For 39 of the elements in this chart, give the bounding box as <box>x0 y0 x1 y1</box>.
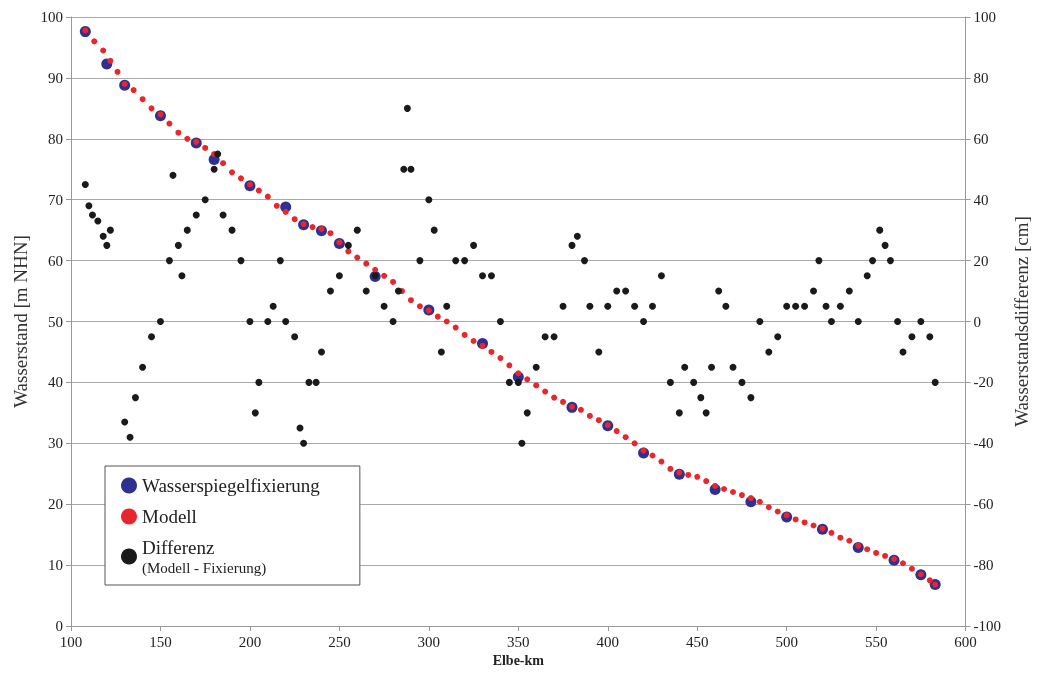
y2-tick-label: 40 <box>973 191 989 208</box>
y-tick-label: 20 <box>48 496 63 513</box>
y-tick-label: 30 <box>48 435 63 452</box>
x-tick-label: 500 <box>775 633 798 650</box>
y-tick-label: 80 <box>48 130 63 147</box>
y2-tick-label: 60 <box>973 130 989 147</box>
x-tick-label: 550 <box>864 633 888 650</box>
x-tick-label: 200 <box>238 633 262 650</box>
legend-label: Differenz (Modell - Fixierung) <box>142 537 267 577</box>
y-tick-label: 90 <box>48 69 63 86</box>
y-tick-label: 70 <box>48 191 63 208</box>
y2-tick-label: -100 <box>973 618 1002 634</box>
y2-tick-label: 0 <box>973 313 982 330</box>
y-tick-label: 100 <box>40 9 63 25</box>
legend-label: Wasserspiegelfixierung <box>142 475 321 496</box>
y2-tick-label: -60 <box>973 496 994 513</box>
y2-tick-label: 80 <box>973 69 989 86</box>
y-axis-title: Wasserstand [m NHN] <box>9 235 31 408</box>
x-tick-label: 400 <box>596 633 620 650</box>
x-tick-label: 300 <box>417 633 441 650</box>
y2-tick-label: 20 <box>973 252 989 269</box>
x-tick-label: 350 <box>507 633 530 650</box>
y-tick-label: 10 <box>48 557 63 574</box>
y2-tick-label: -20 <box>973 374 994 391</box>
y-tick-label: 60 <box>48 252 63 269</box>
x-tick-label: 150 <box>149 633 172 650</box>
y-tick-label: 40 <box>48 374 63 391</box>
y-tick-label: 50 <box>48 313 63 330</box>
legend-label: Modell <box>142 506 197 527</box>
x-tick-label: 600 <box>954 633 977 650</box>
y2-tick-label: -40 <box>973 435 994 452</box>
x-tick-label: 450 <box>685 633 709 650</box>
y2-axis-title: Wasserstandsdifferenz [cm] <box>1011 216 1032 427</box>
y2-tick-label: -80 <box>973 557 994 574</box>
y2-tick-label: 100 <box>973 9 997 25</box>
x-tick-label: 100 <box>59 633 83 650</box>
x-axis-title: Elbe-km <box>492 653 545 669</box>
y-tick-label: 0 <box>55 618 63 634</box>
x-tick-label: 250 <box>328 633 351 650</box>
